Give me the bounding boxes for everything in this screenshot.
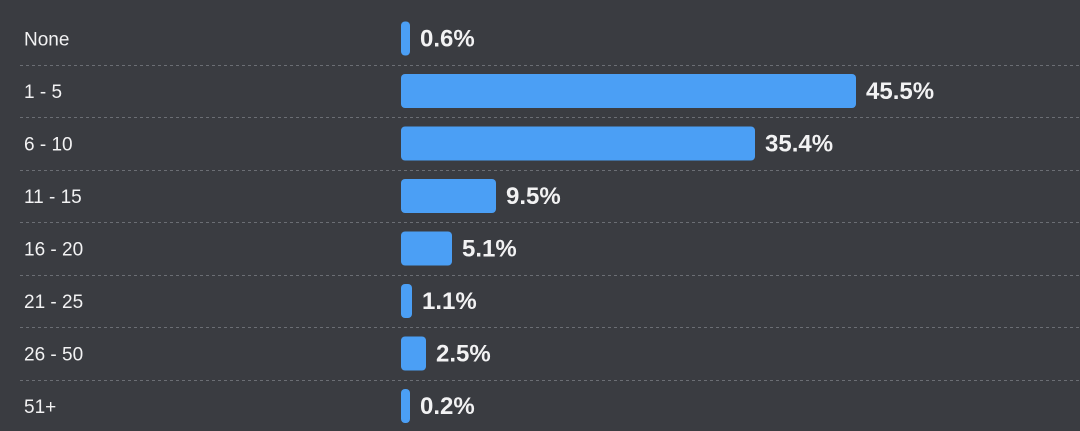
bar	[401, 284, 412, 318]
bar	[401, 74, 856, 108]
bar	[401, 231, 452, 266]
value-label: 9.5%	[506, 183, 561, 210]
category-labels: None 1 - 5 6 - 10 11 - 15 16 - 20 21 - 25 26 -…	[24, 30, 83, 419]
category-label: 26 - 50	[24, 345, 83, 366]
value-label: 0.2%	[420, 393, 475, 420]
row-dividers	[20, 65, 1080, 381]
category-label: 11 - 15	[24, 187, 82, 208]
bar	[401, 389, 410, 423]
value-labels: 0.6% 45.5% 35.4% 9.5% 5.1% 1.1% 2.5% 0.2%	[420, 26, 934, 421]
category-label: 16 - 20	[24, 240, 83, 261]
value-label: 35.4%	[765, 131, 833, 158]
category-label: 6 - 10	[24, 135, 73, 156]
category-label: 1 - 5	[24, 82, 62, 103]
bar	[401, 126, 755, 161]
bars	[401, 21, 856, 423]
bar	[401, 21, 410, 56]
value-label: 1.1%	[422, 288, 477, 315]
value-label: 5.1%	[462, 236, 517, 263]
value-label: 45.5%	[866, 78, 934, 105]
bar	[401, 336, 426, 371]
category-label: 21 - 25	[24, 292, 83, 313]
value-label: 0.6%	[420, 26, 475, 53]
bar	[401, 179, 496, 213]
category-label: 51+	[24, 397, 56, 418]
value-label: 2.5%	[436, 341, 491, 368]
category-label: None	[24, 30, 69, 51]
